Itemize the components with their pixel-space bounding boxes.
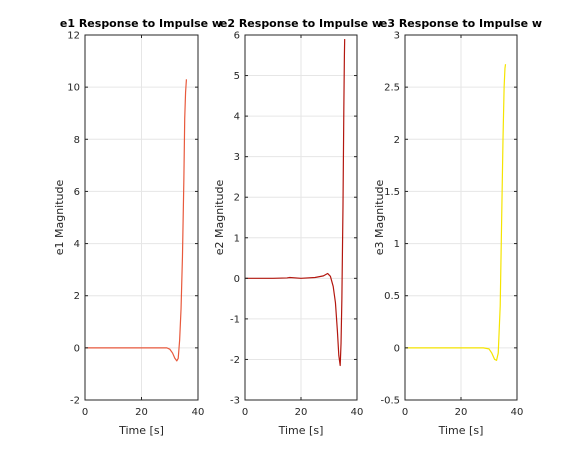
x-axis-label: Time [s] <box>118 424 164 437</box>
y-tick-label: 6 <box>74 187 80 198</box>
y-tick-label: 3 <box>394 31 400 42</box>
x-axis-label: Time [s] <box>278 424 324 437</box>
x-tick-label: 0 <box>402 407 408 418</box>
y-axis-label: e2 Magnitude <box>213 180 226 256</box>
subplot-title: e2 Response to Impulse w <box>220 17 382 30</box>
y-tick-label: 12 <box>67 31 80 42</box>
y-tick-label: 4 <box>234 112 240 123</box>
x-axis-label: Time [s] <box>438 424 484 437</box>
y-tick-label: 0 <box>234 274 240 285</box>
y-tick-label: 2 <box>74 291 80 302</box>
series-line-1 <box>245 39 346 367</box>
y-tick-label: 2 <box>234 193 240 204</box>
series-line-1 <box>85 79 188 362</box>
x-tick-label: 0 <box>82 407 88 418</box>
y-axis-label: e1 Magnitude <box>53 180 66 256</box>
subplot-title: e3 Response to Impulse w <box>380 17 542 30</box>
y-tick-label: 0 <box>394 343 400 354</box>
y-tick-label: 8 <box>74 135 80 146</box>
x-tick-label: 40 <box>192 407 205 418</box>
y-tick-label: 1 <box>234 233 240 244</box>
y-tick-label: -1 <box>230 314 240 325</box>
x-tick-label: 0 <box>242 407 248 418</box>
y-tick-label: 1.5 <box>384 187 400 198</box>
y-tick-label: -3 <box>230 396 240 407</box>
y-tick-label: -2 <box>230 355 240 366</box>
y-tick-label: 0 <box>74 343 80 354</box>
y-tick-label: -0.5 <box>380 396 400 407</box>
y-tick-label: -2 <box>70 396 80 407</box>
y-tick-label: 3 <box>234 152 240 163</box>
x-tick-label: 40 <box>511 407 524 418</box>
y-tick-label: 6 <box>234 31 240 42</box>
y-tick-label: 1 <box>394 239 400 250</box>
subplot-2: 0 20 40 -3 -2 -1 0 1 2 3 4 5 6 Time [s] e2 Magnitude <box>213 31 363 438</box>
x-tick-label: 20 <box>135 407 148 418</box>
y-tick-label: 10 <box>67 83 80 94</box>
subplot-title: e1 Response to Impulse w <box>60 17 222 30</box>
y-tick-label: 4 <box>74 239 80 250</box>
x-tick-label: 40 <box>351 407 364 418</box>
series-line-1 <box>405 64 507 361</box>
y-tick-label: 0.5 <box>384 291 400 302</box>
y-axis-label: e3 Magnitude <box>373 180 386 256</box>
y-tick-label: 2 <box>394 135 400 146</box>
x-tick-label: 20 <box>455 407 468 418</box>
y-tick-label: 5 <box>234 71 240 82</box>
y-tick-label: 2.5 <box>384 83 400 94</box>
x-tick-label: 20 <box>295 407 308 418</box>
